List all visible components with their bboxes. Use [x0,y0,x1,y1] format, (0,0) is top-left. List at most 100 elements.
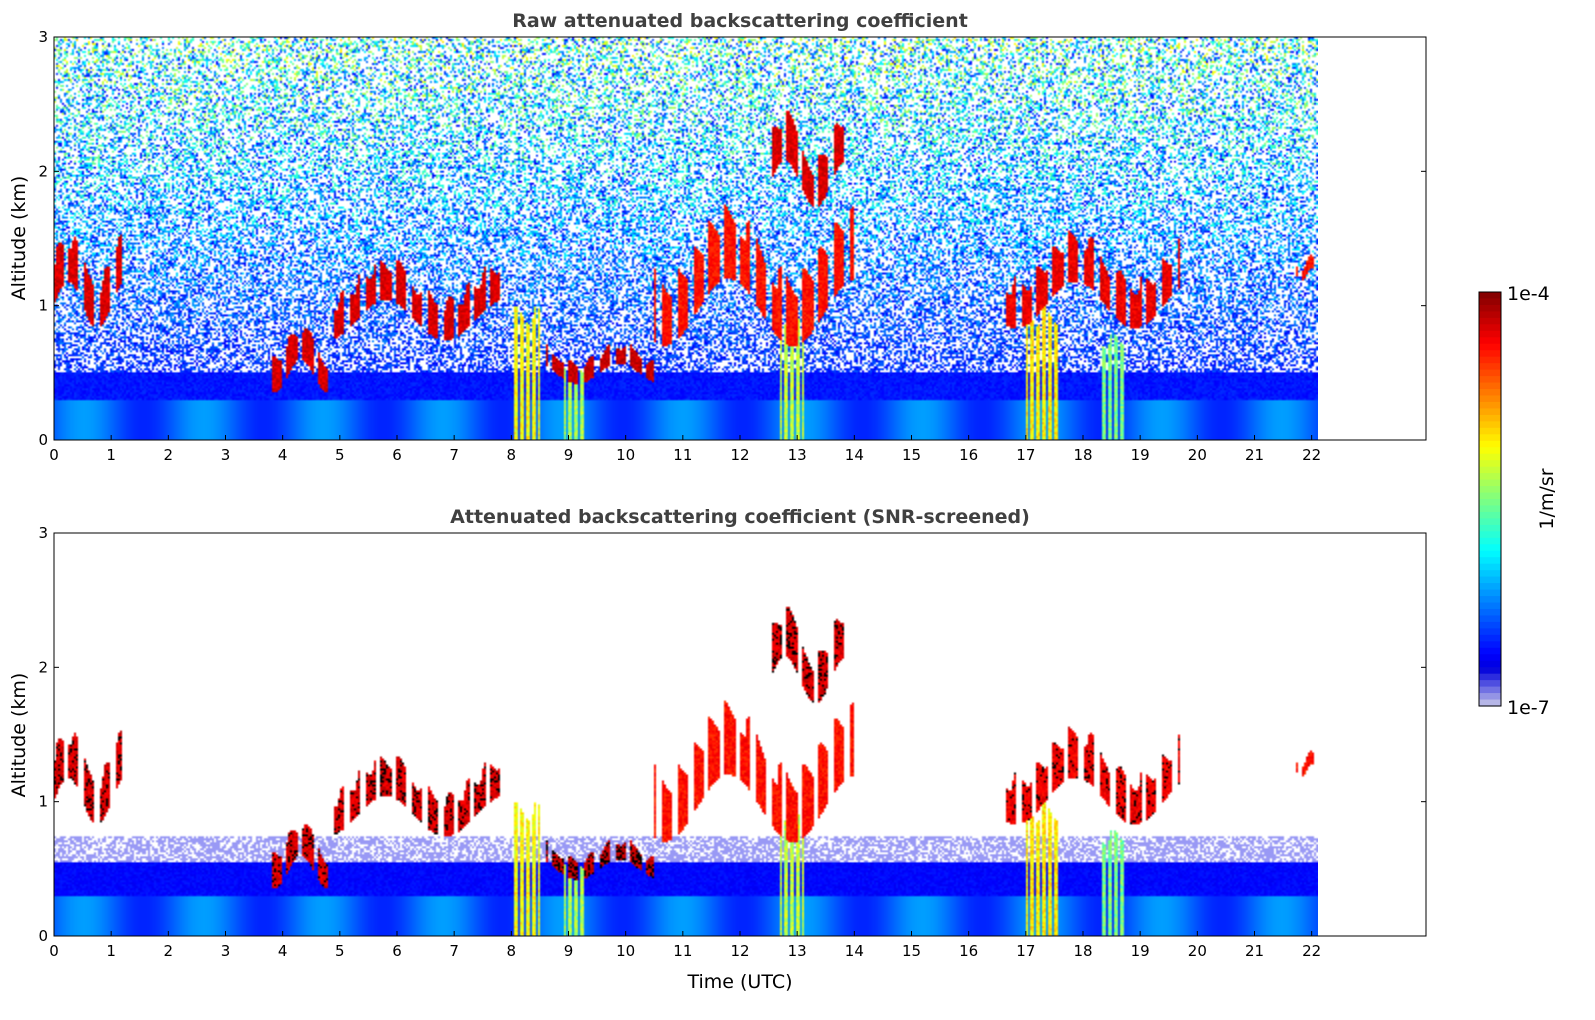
x-tick-label: 22 [1302,942,1321,960]
x-tick-label: 1 [106,942,116,960]
y-tick-label: 0 [38,927,48,945]
colorbar-step [1479,486,1501,494]
x-tick-label: 21 [1245,942,1264,960]
x-tick-label: 9 [564,942,574,960]
x-tick-label: 4 [278,942,288,960]
colorbar-step [1479,408,1501,416]
colorbar-step [1479,421,1501,429]
colorbar-step [1479,544,1501,552]
x-tick-label: 22 [1302,446,1321,464]
colorbar-step [1479,667,1501,675]
x-tick-label: 1 [106,446,116,464]
x-tick-label: 0 [49,446,59,464]
x-tick-label: 3 [221,942,231,960]
x-tick-label: 11 [673,942,692,960]
colorbar-step [1479,453,1501,461]
x-tick-label: 6 [392,446,402,464]
colorbar-step [1479,563,1501,571]
colorbar-step [1479,395,1501,403]
panel-snr-screened: Attenuated backscattering coefficient (S… [8,506,1427,993]
colorbar-step [1479,363,1501,371]
panel-screened-x-ticks: 0 1 2 3 4 5 6 7 8 9 10 11 12 13 14 15 16 17 18 19 20 21 22 [49,931,1321,960]
colorbar-step [1479,343,1501,351]
x-tick-label: 14 [845,446,864,464]
colorbar-step [1479,427,1501,435]
colorbar-step [1479,499,1501,507]
x-tick-label: 17 [1016,446,1035,464]
x-tick-label: 2 [164,446,174,464]
x-tick-label: 21 [1245,446,1264,464]
colorbar-step [1479,576,1501,584]
panel-screened-title: Attenuated backscattering coefficient (S… [450,506,1030,528]
panel-screened-heatmap [54,533,1318,936]
colorbar-frame [1478,291,1502,707]
x-tick-label: 7 [449,446,459,464]
colorbar-step [1479,466,1501,474]
y-tick-label: 2 [38,162,48,180]
x-tick-label: 0 [49,942,59,960]
colorbar-step [1479,389,1501,397]
colorbar-step [1479,311,1501,319]
colorbar-step [1479,369,1501,377]
colorbar-step [1479,492,1501,500]
colorbar-unit-label: 1/m/sr [1536,468,1558,529]
x-tick-label: 17 [1016,942,1035,960]
x-tick-label: 8 [507,942,517,960]
x-tick-label: 10 [616,446,635,464]
x-tick-label: 15 [902,446,921,464]
panel-screened-y-label: Altitude (km) [8,673,30,798]
x-tick-label: 15 [902,942,921,960]
y-tick-label: 3 [38,28,48,46]
panel-screened-x-label: Time (UTC) [686,971,792,993]
panel-raw-x-ticks: 0 1 2 3 4 5 6 7 8 9 10 11 12 13 14 15 16 17 18 19 20 21 22 [49,435,1321,464]
colorbar-step [1479,641,1501,649]
x-tick-label: 16 [959,942,978,960]
x-tick-label: 19 [1131,942,1150,960]
colorbar-step [1479,583,1501,591]
colorbar-step [1479,654,1501,662]
colorbar-step [1479,615,1501,623]
colorbar-step [1479,550,1501,558]
colorbar-min-label: 1e-7 [1507,697,1550,719]
colorbar-step [1479,647,1501,655]
colorbar-step [1479,479,1501,487]
colorbar-step [1479,505,1501,513]
x-tick-label: 5 [335,446,345,464]
colorbar-step [1479,473,1501,481]
colorbar-step [1479,292,1501,300]
colorbar-step [1479,686,1501,694]
colorbar-step [1479,298,1501,306]
y-tick-label: 1 [38,793,48,811]
colorbar-step [1479,401,1501,410]
colorbar-step [1479,693,1501,701]
x-tick-label: 20 [1188,446,1207,464]
colorbar-step [1479,589,1501,597]
panel-screened-y-ticks: 0 1 2 3 [38,524,1426,945]
y-tick-label: 0 [38,431,48,449]
colorbar-step [1479,414,1501,422]
colorbar-step [1479,460,1501,468]
x-tick-label: 19 [1131,446,1150,464]
x-tick-label: 7 [449,942,459,960]
x-tick-label: 20 [1188,942,1207,960]
colorbar-step [1479,596,1501,604]
colorbar-step [1479,621,1501,629]
x-tick-label: 2 [164,942,174,960]
panel-raw-heatmap [54,37,1318,440]
x-tick-label: 8 [507,446,517,464]
colorbar-step [1479,337,1501,345]
x-tick-label: 13 [788,446,807,464]
x-tick-label: 13 [788,942,807,960]
x-tick-label: 4 [278,446,288,464]
x-tick-label: 18 [1073,446,1092,464]
colorbar: 1e-4 1e-7 1/m/sr [1478,283,1558,719]
x-tick-label: 16 [959,446,978,464]
x-tick-label: 9 [564,446,574,464]
y-tick-label: 3 [38,524,48,542]
colorbar-step [1479,680,1501,688]
colorbar-step [1479,531,1501,539]
y-tick-label: 2 [38,658,48,676]
colorbar-step [1479,660,1501,668]
x-tick-label: 12 [730,446,749,464]
x-tick-label: 11 [673,446,692,464]
